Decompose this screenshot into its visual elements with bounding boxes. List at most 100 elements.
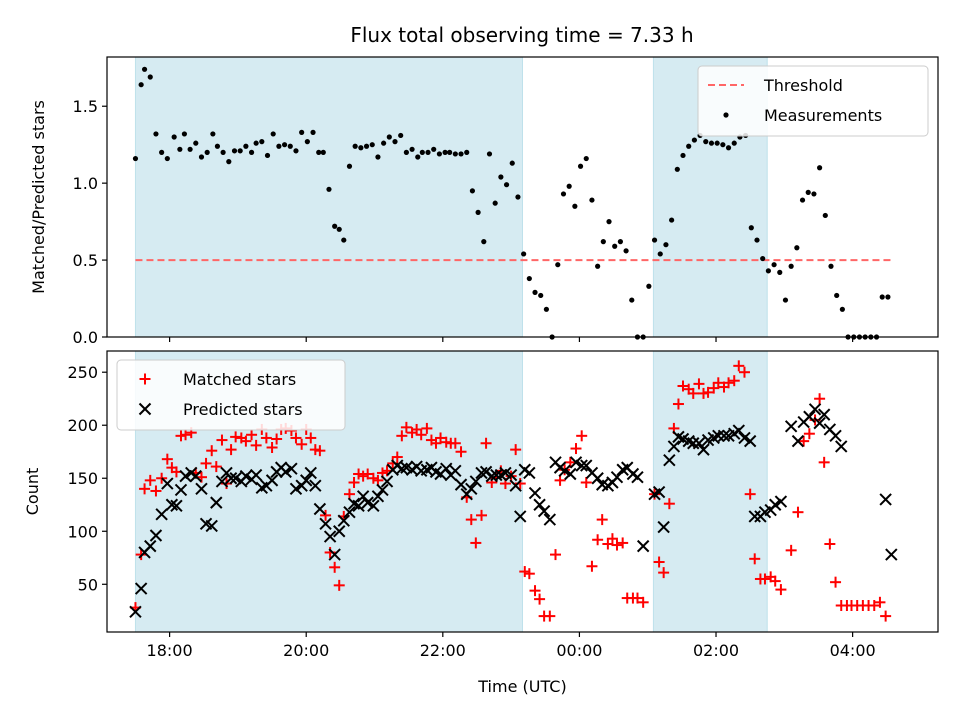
panel1-data-point [381,140,387,146]
panel2-data-point [570,443,582,455]
panel2-data-point [476,509,488,521]
panel1-data-point [515,194,521,200]
panel2-data-point [449,437,461,449]
panel2-data-point [210,496,223,509]
panel2-data-point [285,462,298,475]
panel2-data-point [606,533,618,545]
panel2-data-point [129,605,142,619]
panel2-data-point [677,380,689,392]
panel2-data-point [435,432,447,444]
panel1-data-point [138,82,144,88]
panel2-data-point [663,454,676,467]
panel2-data-point [304,466,317,480]
panel1-data-point [358,145,364,151]
panel2-data-point [617,537,629,549]
panel1-data-point [708,140,715,146]
panel2-data-point [564,467,577,481]
panel1-legend-swatch [723,112,729,118]
panel1-data-point [447,149,453,155]
panel2-data-point [663,498,675,510]
panel1-data-point [817,165,823,171]
panel2-ytick-label: 250 [67,363,98,382]
panel2-data-point [279,465,292,479]
panel2-legend-label: Predicted stars [183,400,303,419]
panel2-data-point [785,544,797,556]
panel2-data-point [732,424,745,437]
panel1-data-point [566,183,572,189]
panel1-data-point [674,166,680,172]
panel1-ytick-label: 0.5 [73,251,98,270]
panel1-data-point [153,131,159,137]
panel2-data-point [319,517,332,531]
panel1-data-point [669,217,675,223]
panel1-legend-label: Threshold [763,76,843,95]
panel2-data-point [139,483,151,495]
panel1-data-point [714,140,720,146]
panel2-data-point [580,459,593,472]
panel2-data-point [480,437,492,449]
panel1-data-point [237,148,243,154]
panel2-data-point [380,475,394,488]
panel2-data-point [215,475,229,488]
panel2-data-point [749,553,761,565]
panel1-data-point [885,294,891,300]
panel1-data-point [431,146,437,152]
panel2-data-point [631,592,643,604]
panel2-data-point [580,476,592,488]
panel1-data-point [606,219,612,225]
panel2-ytick-label: 150 [67,469,98,488]
panel1-data-point [572,203,578,209]
panel2-data-point [165,498,179,511]
panel2-data-point [543,513,557,526]
panel1-data-point [828,263,834,269]
panel1-data-point [386,134,392,140]
panel2-data-point [454,478,468,491]
panel2-data-point [523,466,536,480]
panel1-data-point [589,197,595,203]
panel1-data-point [164,155,170,162]
panel2-data-point [200,457,212,469]
panel2-data-point [144,474,156,486]
panel1-data-point [369,142,375,148]
panel2-frame [106,350,939,633]
panel2-data-point [224,472,238,485]
panel2-data-point [672,398,684,410]
panel1-data-point [392,139,398,145]
panel1-ylabel: Matched/Predicted stars [29,100,48,294]
panel2-data-point [179,469,192,483]
panel2-data-point [510,444,522,456]
panel2-legend: Matched stars Predicted stars [116,359,346,431]
panel2-data-point [738,366,750,378]
panel1-data-point [425,149,431,155]
panel2-data-point [830,576,842,588]
panel2-ylabel: Count [23,468,42,516]
panel2-xtick-label: 18:00 [147,641,193,660]
panel2-data-point [575,459,588,472]
panel1-data-point [538,292,544,299]
panel1-data-point [646,283,652,289]
panel1-data-point [748,225,754,231]
panel1-data-point [731,140,737,146]
figure-title: Flux total observing time = 7.33 h [350,23,693,47]
panel1-data-point [686,143,692,149]
panel2-data-point [465,514,477,526]
panel2-data-point [391,451,403,463]
panel2-data-point [343,505,356,519]
panel2-data-point [528,486,542,500]
panel2-legend-swatch [139,373,151,385]
panel2-data-point [775,584,787,596]
panel2-data-point [611,539,623,551]
panel1-data-point [264,152,271,159]
panel1-data-point [248,149,255,155]
panel2-data-point [733,360,745,372]
panel2-data-point [421,422,433,434]
panel2-data-point [189,469,202,483]
panel1-ytick-label: 1.0 [73,174,98,193]
panel1-data-point [210,131,216,137]
panel2-data-point [239,469,253,483]
panel1-data-point [415,154,421,160]
panel2-data-point [769,575,781,587]
panel2-data-point [697,443,710,456]
panel1-data-point [299,129,305,135]
panel2-data-point [610,470,624,484]
